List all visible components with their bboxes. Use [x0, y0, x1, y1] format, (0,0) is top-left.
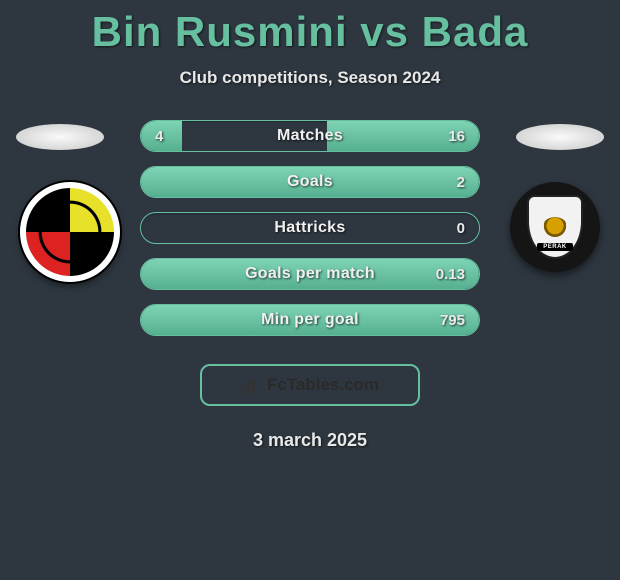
stat-row: Goals per match0.13: [140, 258, 480, 290]
player-photo-placeholder-right: [516, 124, 604, 150]
stat-row: Goals2: [140, 166, 480, 198]
branding-inner: FcTables.com: [202, 366, 418, 404]
club-badge-right: PERAK: [510, 182, 600, 272]
branding-text: FcTables.com: [267, 375, 379, 395]
stat-label: Hattricks: [141, 213, 479, 243]
page-subtitle: Club competitions, Season 2024: [0, 68, 620, 88]
stat-value-right: 2: [457, 167, 465, 197]
comparison-stage: PERAK Matches4 16 Goals2 Hattricks0 Goals pe…: [0, 120, 620, 350]
stat-value-left: 4: [155, 121, 163, 151]
stat-label: Goals: [141, 167, 479, 197]
stat-value-right: 0: [457, 213, 465, 243]
footer-date: 3 march 2025: [0, 430, 620, 451]
stat-row: Hattricks0: [140, 212, 480, 244]
stat-bars: Matches4 16 Goals2 Hattricks0 Goals per matc…: [140, 120, 480, 350]
stat-label: Min per goal: [141, 305, 479, 335]
branding-box: FcTables.com: [200, 364, 420, 406]
player-photo-placeholder-left: [16, 124, 104, 150]
stat-value-right: 795: [440, 305, 465, 335]
club-badge-right-label: PERAK: [537, 243, 573, 251]
stat-value-right: 0.13: [436, 259, 465, 289]
stat-label: Matches: [141, 121, 479, 151]
club-badge-left: [20, 182, 120, 282]
bar-chart-icon: [241, 377, 261, 393]
page-title: Bin Rusmini vs Bada: [0, 0, 620, 56]
stat-value-right: 16: [448, 121, 465, 151]
stat-label: Goals per match: [141, 259, 479, 289]
stat-row: Matches4 16: [140, 120, 480, 152]
tiger-icon: [542, 217, 568, 239]
stat-row: Min per goal795: [140, 304, 480, 336]
shield-icon: PERAK: [527, 195, 583, 259]
